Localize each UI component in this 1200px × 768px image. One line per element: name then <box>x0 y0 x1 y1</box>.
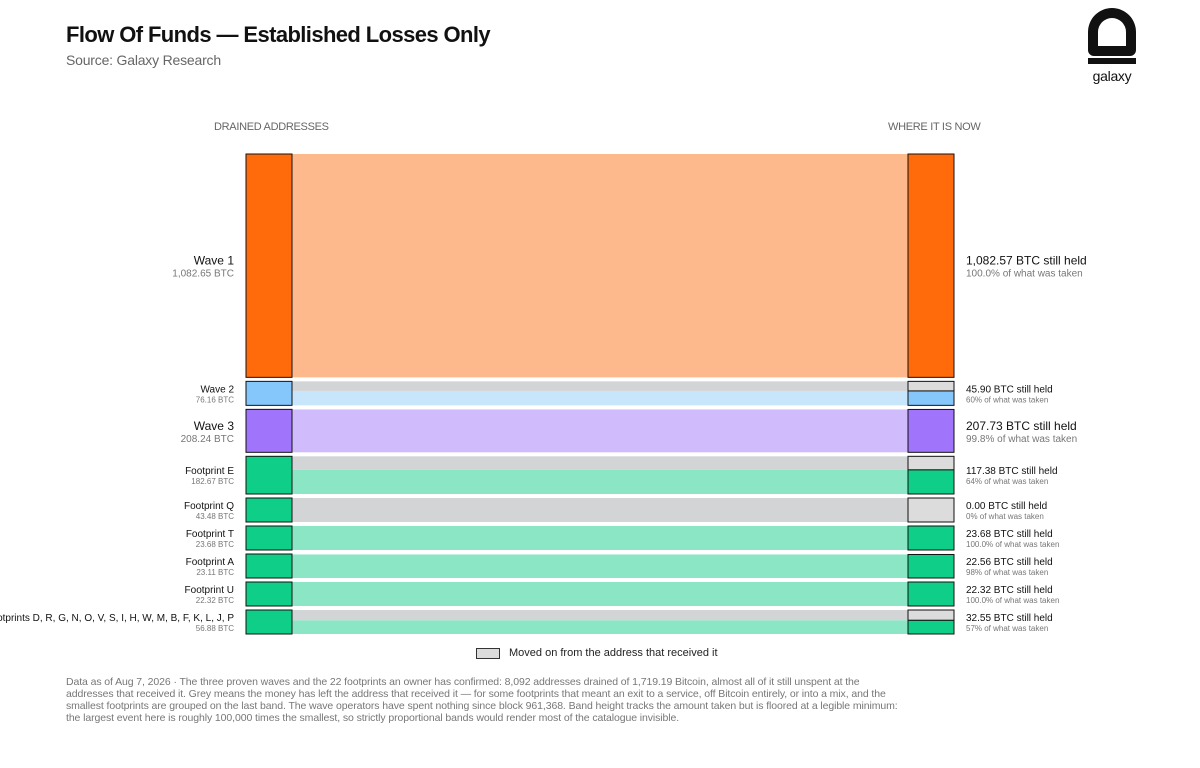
row-8-held-node <box>907 581 955 607</box>
row-6-name-label: Footprint T <box>186 529 234 540</box>
row-3-held-label: 207.73 BTC still held <box>966 419 1077 433</box>
row-4-moved-flow <box>292 456 908 470</box>
row-7-held-flow <box>292 554 908 578</box>
row-1-held-flow <box>292 154 908 378</box>
row-9-moved-flow <box>292 610 908 621</box>
chart-title: Flow Of Funds — Established Losses Only <box>66 22 491 47</box>
row-6-held-node <box>907 525 955 551</box>
row-4-held-label: 117.38 BTC still held <box>966 466 1058 477</box>
row-8-name-label: Footprint U <box>185 585 234 596</box>
row-8-share-label: 100.0% of what was taken <box>966 596 1059 605</box>
galaxy-logo-icon <box>1088 8 1136 56</box>
row-8-amount-label: 22.32 BTC <box>196 596 234 605</box>
row-4-held-node <box>907 469 955 495</box>
row-7-amount-label: 23.11 BTC <box>196 568 234 577</box>
row-1-held-label: 1,082.57 BTC still held <box>966 254 1087 268</box>
chart-header: Flow Of Funds — Established Losses Only … <box>66 22 491 68</box>
chart-footnote: Data as of Aug 7, 2026 · The three prove… <box>66 676 898 724</box>
row-6-held-flow <box>292 526 908 550</box>
row-2-name-label: Wave 2 <box>200 384 234 395</box>
row-9-moved-node <box>907 609 955 621</box>
left-column-heading: DRAINED ADDRESSES <box>214 121 329 133</box>
row-2-source-node <box>245 380 293 406</box>
row-9-held-label: 32.55 BTC still held <box>966 613 1053 624</box>
galaxy-logo: galaxy <box>1084 8 1140 84</box>
galaxy-logo-text: galaxy <box>1092 68 1132 84</box>
row-7-held-node <box>907 553 955 579</box>
row-1-share-label: 100.0% of what was taken <box>966 269 1083 280</box>
row-7-name-label: Footprint A <box>186 557 235 568</box>
row-5-name-label: Footprint Q <box>184 501 234 512</box>
row-6-held-label: 23.68 BTC still held <box>966 529 1053 540</box>
row-1-name-label: Wave 1 <box>194 254 235 268</box>
row-3-source-node <box>245 408 293 453</box>
row-2-moved-node <box>907 380 955 392</box>
row-4-held-flow <box>292 469 908 494</box>
row-5-source-node <box>245 497 293 523</box>
row-5-held-label: 0.00 BTC still held <box>966 501 1047 512</box>
row-7-share-label: 98% of what was taken <box>966 568 1048 577</box>
row-9-share-label: 57% of what was taken <box>966 624 1048 633</box>
row-6-amount-label: 23.68 BTC <box>196 540 234 549</box>
row-5-amount-label: 43.48 BTC <box>196 512 234 521</box>
row-3-held-flow <box>292 409 908 453</box>
row-1-held-node <box>907 153 955 378</box>
row-6-source-node <box>245 525 293 551</box>
row-4-name-label: Footprint E <box>185 466 234 477</box>
row-2-held-node <box>907 390 955 406</box>
row-7-source-node <box>245 553 293 579</box>
row-8-held-flow <box>292 582 908 606</box>
row-3-amount-label: 208.24 BTC <box>181 434 234 445</box>
row-1-source-node <box>245 153 293 378</box>
row-1-amount-label: 1,082.65 BTC <box>172 269 234 280</box>
row-9-held-flow <box>292 620 908 634</box>
chart-legend: Moved on from the address that received … <box>476 647 718 659</box>
row-9-held-node <box>907 619 955 635</box>
row-5-share-label: 0% of what was taken <box>966 512 1044 521</box>
row-2-moved-flow <box>292 381 908 391</box>
chart-subtitle: Source: Galaxy Research <box>66 52 221 68</box>
row-6-share-label: 100.0% of what was taken <box>966 540 1059 549</box>
legend-moved-swatch <box>476 647 500 659</box>
row-4-moved-node <box>907 455 955 471</box>
row-2-share-label: 60% of what was taken <box>966 395 1048 404</box>
row-3-name-label: Wave 3 <box>194 419 235 433</box>
row-8-held-label: 22.32 BTC still held <box>966 585 1053 596</box>
row-4-source-node <box>245 455 293 495</box>
row-2-held-flow <box>292 390 908 406</box>
legend-moved-label: Moved on from the address that received … <box>509 647 718 659</box>
row-5-moved-node <box>907 497 955 523</box>
row-9-source-node <box>245 609 293 635</box>
row-3-share-label: 99.8% of what was taken <box>966 434 1077 445</box>
row-9-amount-label: 56.88 BTC <box>196 624 234 633</box>
row-5-moved-flow <box>292 498 908 522</box>
row-2-held-label: 45.90 BTC still held <box>966 384 1053 395</box>
row-9-name-label: Footprints D, R, G, N, O, V, S, I, H, W,… <box>0 613 234 624</box>
row-4-amount-label: 182.67 BTC <box>191 477 234 486</box>
row-7-held-label: 22.56 BTC still held <box>966 557 1053 568</box>
row-8-source-node <box>245 581 293 607</box>
row-2-amount-label: 76.16 BTC <box>196 395 234 404</box>
row-3-held-node <box>907 408 955 453</box>
galaxy-logo-bar <box>1088 58 1136 64</box>
row-4-share-label: 64% of what was taken <box>966 477 1048 486</box>
right-column-heading: WHERE IT IS NOW <box>888 121 981 133</box>
